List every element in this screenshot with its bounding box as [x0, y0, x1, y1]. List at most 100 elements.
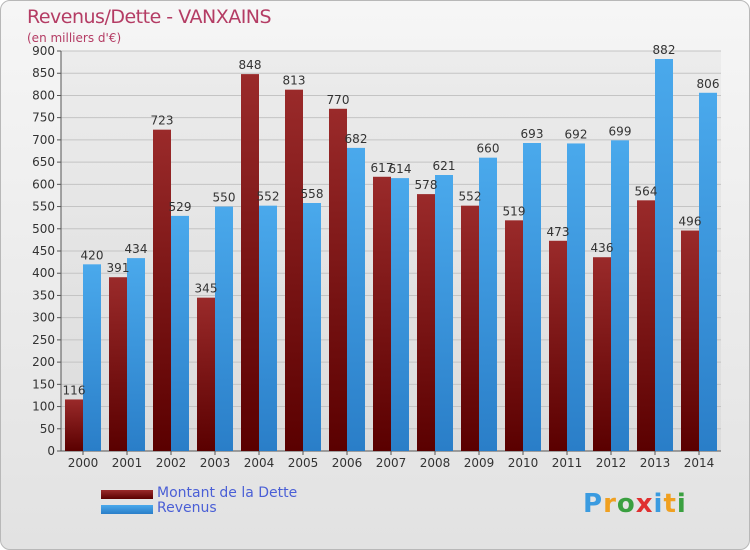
x-tick-label: 2011 — [552, 456, 583, 470]
y-tick-label: 100 — [32, 400, 55, 414]
value-label-revenue-2000: 420 — [81, 248, 104, 262]
bar-debt-2014 — [681, 230, 699, 451]
y-tick-label: 200 — [32, 355, 55, 369]
logo-letter: x — [635, 489, 654, 519]
value-label-debt-2003: 345 — [195, 282, 218, 296]
x-tick-label: 2003 — [200, 456, 231, 470]
value-label-debt-2008: 578 — [415, 178, 438, 192]
legend-label-revenue: Revenus — [157, 500, 217, 516]
x-tick-label: 2013 — [640, 456, 671, 470]
value-label-revenue-2011: 692 — [565, 127, 588, 141]
y-tick-label: 750 — [32, 111, 55, 125]
y-tick-label: 550 — [32, 200, 55, 214]
bar-revenue-2005 — [303, 203, 321, 451]
bar-revenue-2002 — [171, 215, 189, 451]
logo-letter: i — [676, 489, 687, 519]
y-axis-labels: 0 50 100 150 200 250 300 350 400 450 500 550 600 650 7… — [32, 44, 55, 458]
bar-debt-2003 — [197, 297, 215, 451]
bar-revenue-2013 — [655, 59, 673, 451]
value-label-debt-2005: 813 — [283, 74, 306, 88]
value-label-revenue-2003: 550 — [213, 191, 236, 205]
x-tick-label: 2008 — [420, 456, 451, 470]
bar-revenue-2003 — [215, 206, 233, 451]
value-label-debt-2013: 564 — [635, 184, 658, 198]
value-label-revenue-2013: 882 — [653, 43, 676, 57]
bar-debt-2011 — [549, 240, 567, 451]
bars-group — [65, 59, 717, 452]
bar-debt-2007 — [373, 176, 391, 451]
logo-letter: r — [603, 489, 617, 519]
y-tick-label: 600 — [32, 177, 55, 191]
bar-revenue-2007 — [391, 178, 409, 451]
x-tick-label: 2010 — [508, 456, 539, 470]
bar-revenue-2008 — [435, 175, 453, 451]
logo-letter: t — [663, 489, 677, 519]
value-label-debt-2009: 552 — [459, 190, 482, 204]
y-tick-label: 50 — [40, 422, 55, 436]
x-tick-label: 2012 — [596, 456, 627, 470]
y-tick-label: 900 — [32, 44, 55, 58]
value-label-debt-2006: 770 — [327, 93, 350, 107]
bar-debt-2013 — [637, 200, 655, 451]
bar-revenue-2006 — [347, 147, 365, 451]
bar-debt-2001 — [109, 277, 127, 451]
x-tick-label: 2014 — [684, 456, 715, 470]
y-tick-label: 300 — [32, 311, 55, 325]
value-label-debt-2004: 848 — [239, 58, 262, 72]
x-tick-label: 2002 — [156, 456, 187, 470]
y-tick-label: 350 — [32, 288, 55, 302]
logo-letter: i — [653, 489, 664, 519]
value-label-debt-2010: 519 — [503, 204, 526, 218]
logo-letter: o — [616, 489, 636, 519]
proxiti-logo: Proxiti — [583, 489, 687, 519]
bar-debt-2008 — [417, 194, 435, 451]
value-label-debt-2011: 473 — [547, 225, 570, 239]
y-tick-label: 850 — [32, 66, 55, 80]
bar-revenue-2000 — [83, 264, 101, 451]
value-label-debt-2007: 617 — [371, 161, 394, 175]
legend-swatch-debt — [101, 490, 153, 499]
value-label-revenue-2010: 693 — [521, 127, 544, 141]
legend-swatch-revenue — [101, 505, 153, 514]
y-tick-label: 700 — [32, 133, 55, 147]
x-tick-label: 2007 — [376, 456, 407, 470]
y-tick-label: 450 — [32, 244, 55, 258]
bar-chart: 0 50 100 150 200 250 300 350 400 450 500 550 600 650 7… — [32, 43, 721, 470]
bar-revenue-2012 — [611, 140, 629, 452]
legend-label-debt: Montant de la Dette — [157, 485, 298, 501]
x-tick-label: 2006 — [332, 456, 363, 470]
y-tick-label: 250 — [32, 333, 55, 347]
x-tick-label: 2000 — [68, 456, 99, 470]
value-label-revenue-2008: 621 — [433, 159, 456, 173]
y-tick-label: 400 — [32, 266, 55, 280]
value-label-debt-2012: 436 — [591, 241, 614, 255]
chart-title: Revenus/Dette - VANXAINS — [27, 6, 272, 28]
value-label-revenue-2012: 699 — [609, 124, 632, 138]
value-label-debt-2014: 496 — [679, 215, 702, 229]
value-label-revenue-2007: 614 — [389, 162, 412, 176]
bar-debt-2004 — [241, 74, 259, 451]
value-label-revenue-2006: 682 — [345, 132, 368, 146]
y-tick-label: 0 — [47, 444, 55, 458]
bar-debt-2012 — [593, 257, 611, 451]
bar-debt-2009 — [461, 205, 479, 451]
y-tick-label: 800 — [32, 88, 55, 102]
y-tick-label: 150 — [32, 377, 55, 391]
value-label-revenue-2001: 434 — [125, 242, 148, 256]
value-label-debt-2002: 723 — [151, 114, 174, 128]
bar-revenue-2004 — [259, 205, 277, 451]
value-label-revenue-2004: 552 — [257, 190, 280, 204]
bar-debt-2000 — [65, 399, 83, 451]
chart-subtitle: (en milliers d'€) — [27, 31, 122, 45]
value-label-debt-2001: 391 — [107, 261, 130, 275]
x-tick-label: 2001 — [112, 456, 143, 470]
x-tick-label: 2009 — [464, 456, 495, 470]
value-label-revenue-2002: 529 — [169, 200, 192, 214]
y-tick-label: 650 — [32, 155, 55, 169]
bar-debt-2010 — [505, 220, 523, 451]
x-tick-label: 2004 — [244, 456, 275, 470]
y-tick-label: 500 — [32, 222, 55, 236]
x-tick-label: 2005 — [288, 456, 319, 470]
